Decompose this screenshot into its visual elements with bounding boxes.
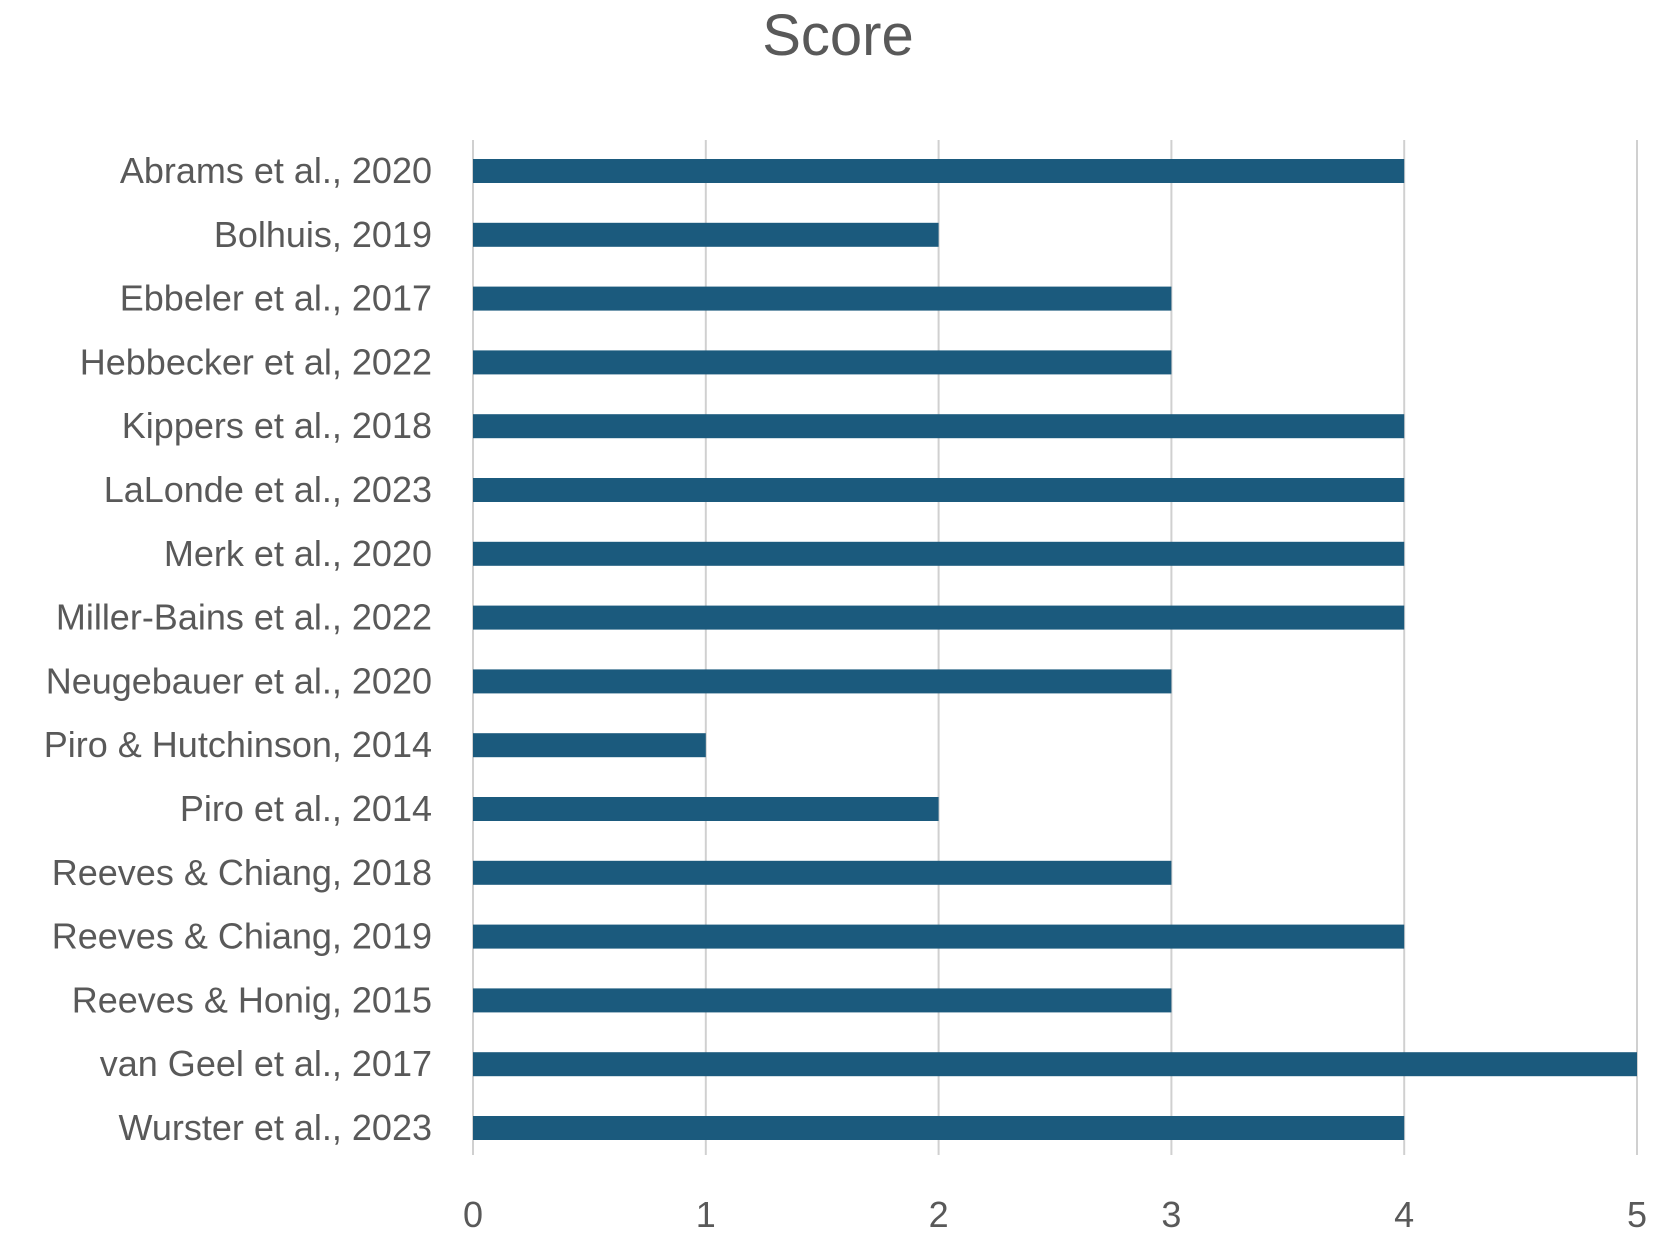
bar bbox=[473, 286, 1172, 311]
category-label: Merk et al., 2020 bbox=[164, 533, 432, 574]
x-axis-tick-labels: 0 1 2 3 4 5 bbox=[463, 1194, 1647, 1233]
category-label: LaLonde et al., 2023 bbox=[104, 469, 432, 510]
bar bbox=[473, 222, 939, 247]
bar bbox=[473, 541, 1405, 566]
category-label: Wurster et al., 2023 bbox=[119, 1107, 433, 1148]
category-label: Abrams et al., 2020 bbox=[120, 150, 432, 191]
category-label: Kippers et al., 2018 bbox=[122, 405, 432, 446]
category-label: Piro & Hutchinson, 2014 bbox=[44, 724, 432, 765]
bar bbox=[473, 733, 706, 758]
category-label: Hebbecker et al, 2022 bbox=[80, 341, 432, 382]
x-tick-label: 1 bbox=[696, 1194, 716, 1233]
bar bbox=[473, 478, 1405, 502]
bar bbox=[473, 350, 1172, 375]
category-label: Miller-Bains et al., 2022 bbox=[56, 597, 432, 638]
category-label: Reeves & Honig, 2015 bbox=[72, 979, 432, 1020]
bar bbox=[473, 860, 1172, 885]
bar bbox=[473, 605, 1405, 630]
bar bbox=[473, 159, 1405, 183]
category-label: Bolhuis, 2019 bbox=[214, 214, 432, 255]
category-labels: Abrams et al., 2020 Bolhuis, 2019 Ebbeler … bbox=[44, 150, 432, 1148]
x-tick-label: 4 bbox=[1394, 1194, 1414, 1233]
bar bbox=[473, 1116, 1405, 1140]
category-label: Reeves & Chiang, 2019 bbox=[52, 916, 432, 957]
category-label: Ebbeler et al., 2017 bbox=[120, 278, 432, 319]
bar bbox=[473, 669, 1172, 694]
x-tick-label: 5 bbox=[1627, 1194, 1647, 1233]
category-label: van Geel et al., 2017 bbox=[100, 1043, 432, 1084]
bar bbox=[473, 797, 939, 821]
chart-title: Score bbox=[762, 3, 914, 68]
bar bbox=[473, 924, 1405, 949]
category-label: Reeves & Chiang, 2018 bbox=[52, 852, 432, 893]
bar bbox=[473, 414, 1405, 439]
category-label: Piro et al., 2014 bbox=[180, 788, 432, 829]
x-tick-label: 0 bbox=[463, 1194, 483, 1233]
bar bbox=[473, 988, 1172, 1013]
bar bbox=[473, 1052, 1637, 1077]
x-tick-label: 3 bbox=[1161, 1194, 1181, 1233]
category-label: Neugebauer et al., 2020 bbox=[46, 660, 432, 701]
bars bbox=[473, 159, 1637, 1140]
x-tick-label: 2 bbox=[929, 1194, 949, 1233]
